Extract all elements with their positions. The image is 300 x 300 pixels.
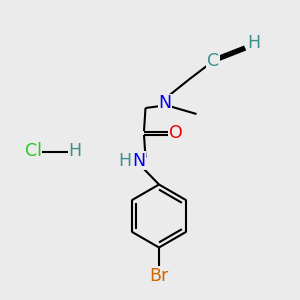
Text: H: H [247, 34, 260, 52]
Text: N: N [132, 152, 146, 169]
Text: H: H [68, 142, 82, 160]
Text: C: C [207, 52, 219, 70]
Text: Cl: Cl [25, 142, 41, 160]
Text: H: H [118, 152, 132, 169]
Text: N: N [158, 94, 172, 112]
Text: Br: Br [149, 267, 169, 285]
Text: O: O [169, 124, 182, 142]
